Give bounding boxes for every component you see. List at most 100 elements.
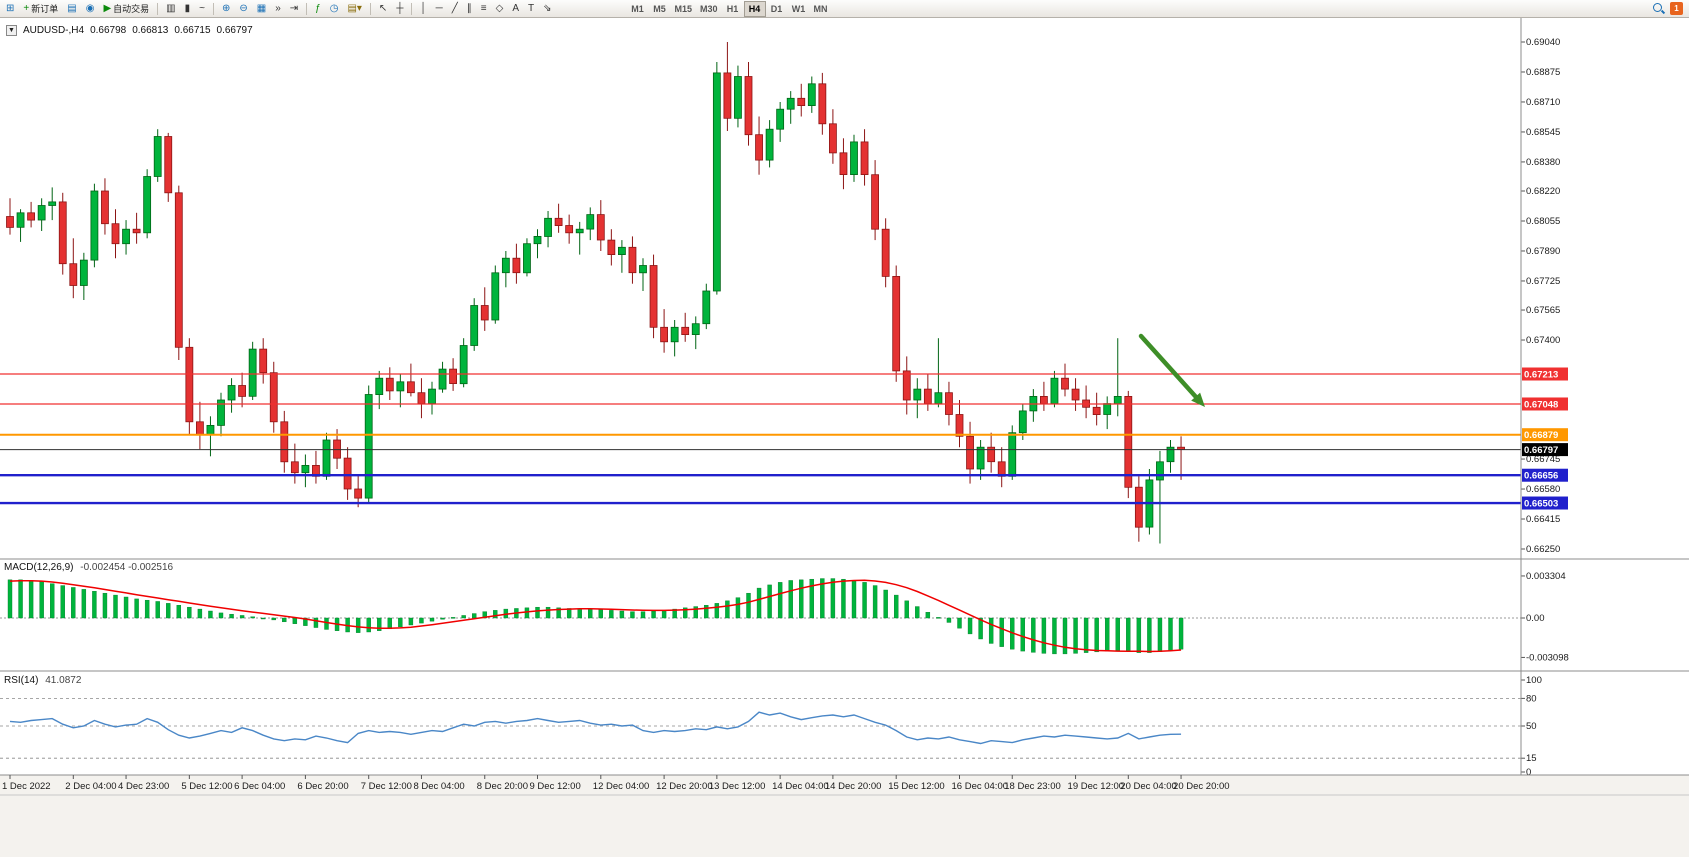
- time-axis-label: 18 Dec 23:00: [1004, 781, 1061, 792]
- macd-axis-label: -0.003098: [1526, 652, 1569, 663]
- timeframe-m30-button[interactable]: M30: [696, 1, 722, 17]
- horizontal-line-button[interactable]: ─: [432, 1, 447, 17]
- timeframe-m15-button[interactable]: M15: [671, 1, 697, 17]
- time-axis-label: 14 Dec 20:00: [825, 781, 882, 792]
- price-lines[interactable]: 0.67213 0.67048 0.66879 0.66797 0.66656 0.665…: [0, 367, 1568, 510]
- indicators-button[interactable]: ƒ: [311, 1, 325, 17]
- crosshair-button[interactable]: ┼: [392, 1, 407, 17]
- price-axis-label: 0.67400: [1526, 335, 1560, 346]
- toolbar-separator: [212, 2, 214, 15]
- open-value: 0.66798: [90, 25, 127, 36]
- candlestick-chart-button[interactable]: ▮: [181, 1, 195, 17]
- timeframe-mn-button[interactable]: MN: [810, 1, 832, 17]
- vertical-line-button[interactable]: │: [416, 1, 430, 17]
- timeframe-m1-button[interactable]: M1: [627, 1, 649, 17]
- time-axis-label: 2 Dec 04:00: [65, 781, 116, 792]
- zoom-in-button[interactable]: ⊕: [218, 1, 234, 17]
- arrows-button[interactable]: ⇘: [539, 1, 555, 17]
- time-axis-label: 9 Dec 12:00: [530, 781, 581, 792]
- time-axis-label: 12 Dec 20:00: [656, 781, 713, 792]
- text-label-button[interactable]: T: [524, 1, 538, 17]
- time-axis-label: 12 Dec 04:00: [593, 781, 650, 792]
- time-axis-label: 15 Dec 12:00: [888, 781, 945, 792]
- timeframe-m5-button[interactable]: M5: [649, 1, 671, 17]
- auto-scroll-button[interactable]: »: [271, 1, 285, 17]
- price-axis-label: 0.68055: [1526, 216, 1560, 227]
- time-axis-label: 13 Dec 12:00: [709, 781, 766, 792]
- rsi-line: [9, 711, 1182, 745]
- price-axis-label: 0.66415: [1526, 514, 1560, 525]
- time-axis-strip: [0, 775, 1689, 857]
- shapes-button[interactable]: ◇: [492, 1, 508, 17]
- toolbar-separator: [411, 2, 413, 15]
- channel-button[interactable]: ∥: [463, 1, 476, 17]
- price-badge-label: 0.66503: [1524, 499, 1558, 510]
- low-value: 0.66715: [174, 25, 211, 36]
- tile-windows-icon: ▦: [256, 2, 267, 14]
- macd-axis-label: 0.003304: [1526, 571, 1566, 582]
- text-button[interactable]: A: [508, 1, 523, 17]
- rsi-axis-label: 50: [1526, 721, 1537, 732]
- trendline-button[interactable]: ╱: [448, 1, 462, 17]
- trendline-icon: ╱: [451, 2, 458, 14]
- search-icon[interactable]: [1652, 2, 1665, 15]
- fibonacci-icon: ≡: [480, 2, 487, 14]
- price-badge-label: 0.67213: [1524, 370, 1558, 381]
- bar-chart-button[interactable]: ▥: [162, 1, 179, 17]
- line-chart-button[interactable]: ~: [195, 1, 209, 17]
- profiles-icon: ▤: [67, 2, 77, 14]
- rsi-axis-label: 80: [1526, 693, 1537, 704]
- data-window-button[interactable]: ◉: [82, 1, 99, 17]
- chart-shift-button[interactable]: ⇥: [286, 1, 302, 17]
- profiles-button[interactable]: ▤: [63, 1, 80, 17]
- price-badge: [1522, 443, 1568, 457]
- candles: [6, 42, 1185, 544]
- timeframe-w1-button[interactable]: W1: [788, 1, 810, 17]
- periods-button[interactable]: ◷: [326, 1, 343, 17]
- macd-values: -0.002454 -0.002516: [80, 562, 174, 573]
- tile-windows-button[interactable]: ▦: [253, 1, 270, 17]
- symbol-period-label: AUDUSD-,H4: [22, 25, 85, 36]
- bar-chart-icon: ▥: [166, 2, 176, 14]
- fibonacci-button[interactable]: ≡: [477, 1, 491, 17]
- chart-menu-icon[interactable]: ▼: [6, 25, 17, 36]
- new-chart-button[interactable]: ⊞: [2, 1, 18, 17]
- channel-icon: ∥: [466, 2, 472, 14]
- price-badge: [1522, 397, 1568, 411]
- time-axis-label: 19 Dec 12:00: [1068, 781, 1125, 792]
- shapes-icon: ◇: [495, 2, 504, 14]
- templates-button[interactable]: ▤▾: [343, 1, 365, 17]
- toolbar: ⊞ + 新订单 ▤ ◉ ▶ 自动交易 ▥ ▮ ~ ⊕ ⊖ ▦» ⇥ ƒ ◷ ▤▾ ↖ ┼ │ ─ ╱ ∥ ≡ ◇ A T ⇘ M1 M5 M…: [0, 0, 1689, 18]
- price-axis-label: 0.68875: [1526, 67, 1560, 78]
- autotrading-button[interactable]: ▶ 自动交易: [99, 1, 153, 17]
- timeframe-h4-button[interactable]: H4: [743, 0, 766, 17]
- price-badge: [1522, 428, 1568, 442]
- zoom-out-button[interactable]: ⊖: [235, 1, 251, 17]
- line-chart-icon: ~: [199, 2, 205, 14]
- cursor-button[interactable]: ↖: [375, 1, 391, 17]
- data-window-icon: ◉: [85, 2, 95, 14]
- rsi-label-row: RSI(14) 41.0872: [4, 675, 81, 686]
- candlestick-chart-icon: ▮: [184, 2, 191, 14]
- text-label-icon: T: [528, 2, 535, 14]
- time-axis-label: 6 Dec 20:00: [297, 781, 348, 792]
- price-axis-label: 0.68220: [1526, 186, 1560, 197]
- timeframe-d1-button[interactable]: D1: [766, 1, 788, 17]
- price-badge: [1522, 496, 1568, 510]
- price-badge-label: 0.66656: [1524, 471, 1558, 482]
- rsi-axis-label: 0: [1526, 767, 1531, 778]
- chart-canvas[interactable]: 0.003304 0.00 -0.003098 100 80 50 15 0 0.69040 0.…: [0, 18, 1689, 857]
- new-order-button[interactable]: + 新订单: [19, 1, 62, 17]
- zoom-in-icon: ⊕: [221, 2, 231, 14]
- price-axis-label: 0.66580: [1526, 484, 1560, 495]
- notification-badge[interactable]: 1: [1670, 2, 1683, 15]
- time-axis-label: 20 Dec 04:00: [1120, 781, 1177, 792]
- trend-arrow[interactable]: [1138, 333, 1198, 399]
- price-axis-label: 0.68380: [1526, 157, 1560, 168]
- price-axis-label: 0.68710: [1526, 97, 1560, 108]
- timeframe-h1-button[interactable]: H1: [722, 1, 744, 17]
- autotrading-icon: ▶: [103, 2, 112, 14]
- chart-title: ▼ AUDUSD-,H4 0.66798 0.66813 0.66715 0.6…: [6, 25, 253, 36]
- time-axis-label: 14 Dec 04:00: [772, 781, 829, 792]
- time-axis-label: 1 Dec 2022: [2, 781, 51, 792]
